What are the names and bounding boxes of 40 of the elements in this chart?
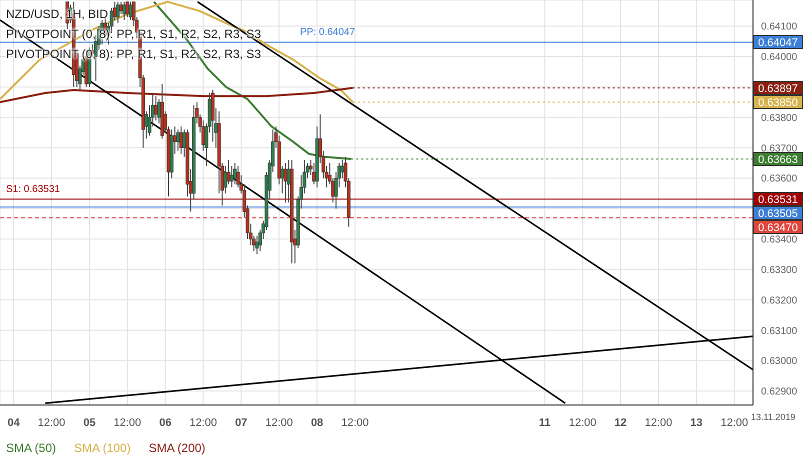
x-tick-label: 12:00 [568,417,596,429]
y-tick-label: 0.63300 [761,264,798,276]
y-tick-label: 0.62900 [761,386,798,398]
x-tick-label: 12 [614,417,627,429]
y-tick-label: 0.63700 [761,143,798,154]
annotation: 0.64047 [753,35,803,50]
y-tick-label: 0.64000 [761,52,798,64]
text: SMA (200) [148,440,206,457]
annotation: 0.63897 [753,80,803,95]
ref-line-label: S1: 0.63531 [6,184,60,196]
x-tick-label: 05 [83,417,96,429]
annotation: 0.63663 [753,152,803,166]
y-tick-label: 0.63800 [761,112,798,124]
y-tick-label: 0.63200 [761,295,798,306]
text: SMA (100) [74,440,131,457]
x-tick-label: 08 [310,417,324,429]
x-tick-label: 13 [690,417,703,429]
x-tick-label: 12:00 [265,417,293,429]
x-tick-label: 12:00 [644,417,672,429]
y-tick-label: 0.63600 [761,174,798,185]
text: SMA (50) [6,440,56,457]
y-tick-label: 0.63100 [761,326,798,337]
x-tick-label: 12:00 [341,417,369,429]
y-tick-label: 0.63000 [761,356,798,368]
x-tick-label: 04 [7,417,21,429]
annotation: 0.63531 [753,192,803,206]
y-tick-label: 0.63400 [761,234,798,246]
ref-line-label: PP: 0.64047 [300,27,356,38]
x-tick-label: 11 [538,417,550,429]
x-tick-label: 07 [235,417,248,429]
annotation: 0.63505 [753,206,803,220]
y-tick-label: 0.64100 [761,22,798,33]
annotation: 0.63470 [753,220,803,234]
annotation: 0.63850 [753,95,803,110]
x-tick-label: 12:00 [720,417,748,429]
x-tick-label: 12:00 [114,417,142,429]
x-tick-label: 06 [159,417,172,429]
x-tick-label: 12:00 [190,417,218,429]
x-axis-title: 13.11.2019 [751,412,796,422]
x-tick-label: 12:00 [38,417,66,429]
